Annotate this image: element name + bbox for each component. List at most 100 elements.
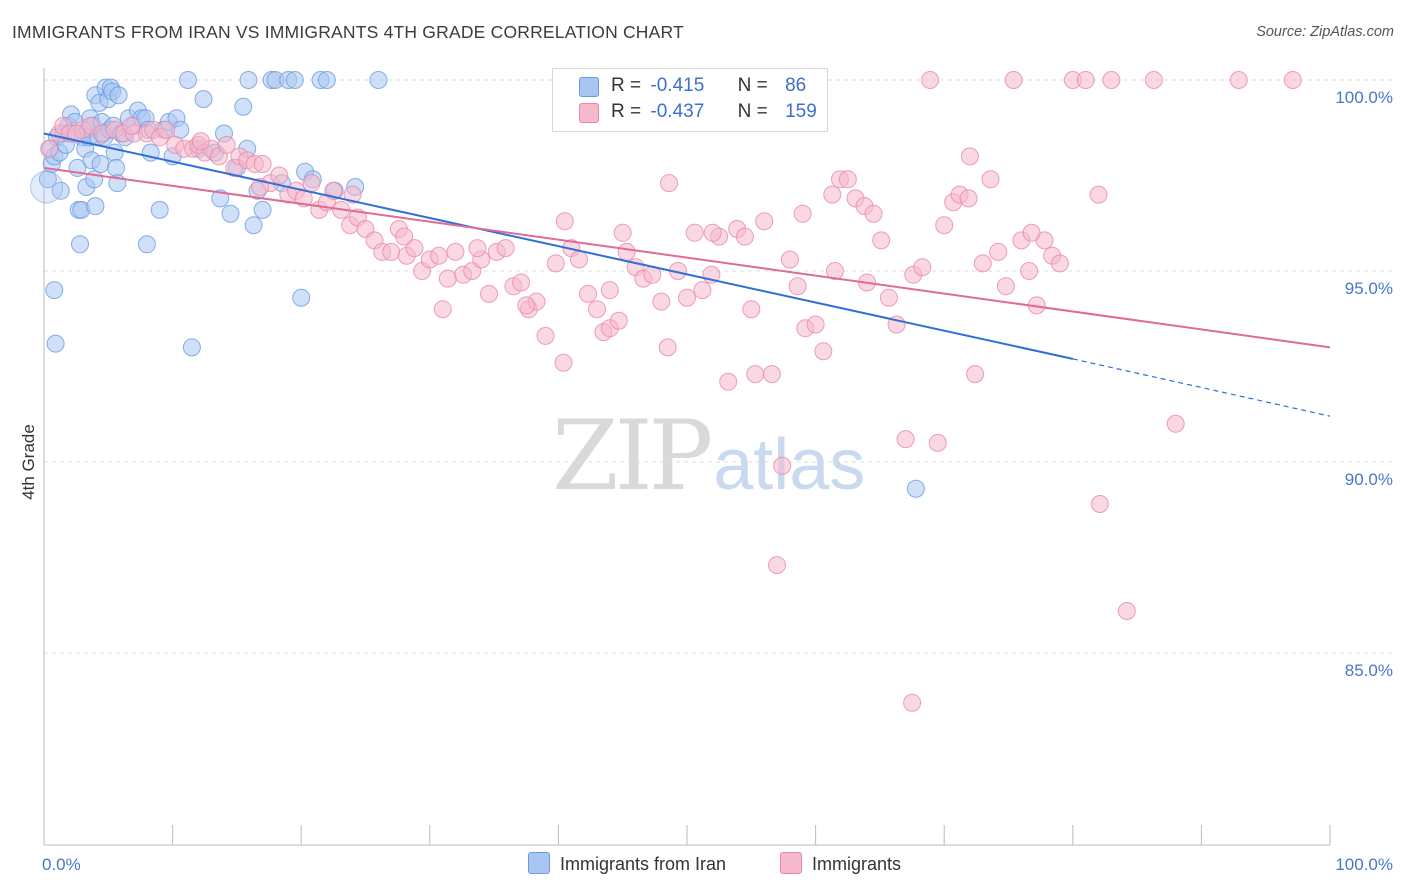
immigrants-point	[617, 242, 636, 261]
iran-point	[234, 97, 253, 116]
iran-point	[211, 189, 230, 208]
immigrants-point	[825, 262, 844, 280]
iran-point	[86, 197, 105, 216]
immigrants-point	[1102, 71, 1121, 89]
immigrants-point	[157, 120, 176, 139]
immigrants-point	[405, 239, 424, 258]
immigrants-point	[872, 231, 891, 250]
immigrants-point	[613, 223, 632, 242]
immigrants-point	[913, 258, 932, 277]
legend-r-label: R =	[611, 101, 642, 122]
immigrants-point	[693, 281, 712, 300]
iran-point	[182, 338, 201, 357]
immigrants-point	[496, 239, 515, 258]
immigrants-point	[382, 242, 401, 261]
series-immigrants-points	[40, 71, 1302, 712]
legend-swatch-immigrants	[579, 103, 599, 123]
iran-point	[221, 204, 240, 223]
chart-title: IMMIGRANTS FROM IRAN VS IMMIGRANTS 4TH G…	[12, 22, 684, 42]
immigrants-point	[864, 204, 883, 223]
source-label: Source: ZipAtlas.com	[1256, 24, 1394, 40]
iran-point	[71, 235, 89, 254]
immigrants-point	[253, 155, 272, 173]
immigrants-point	[1076, 71, 1095, 89]
immigrants-point	[217, 135, 236, 154]
immigrants-point	[600, 281, 619, 300]
immigrants-point	[996, 277, 1015, 296]
iran-point	[109, 86, 128, 105]
immigrants-point	[973, 254, 992, 273]
immigrants-point	[935, 216, 954, 235]
immigrants-point	[660, 174, 678, 193]
axes	[43, 68, 1331, 846]
legend-r-label: R =	[611, 75, 642, 96]
immigrants-point	[773, 456, 792, 475]
immigrants-point	[395, 227, 414, 246]
iran-point	[317, 71, 336, 89]
immigrants-point	[742, 300, 761, 319]
iran-point-large	[30, 170, 64, 204]
immigrants-point	[746, 365, 765, 384]
immigrants-point	[838, 170, 857, 189]
immigrants-point	[570, 250, 588, 269]
immigrants-point	[1020, 262, 1039, 280]
immigrants-point	[609, 311, 628, 330]
immigrants-point	[1144, 71, 1163, 89]
immigrants-point	[768, 556, 786, 575]
immigrants-point	[959, 189, 978, 208]
y-tick-labels: 100.0% 95.0% 90.0% 85.0%	[1335, 88, 1393, 680]
immigrants-point	[579, 284, 597, 303]
iran-point	[45, 281, 64, 300]
legend-r-value-iran: -0.415	[650, 75, 705, 96]
immigrants-point	[658, 338, 677, 357]
iran-point	[369, 71, 388, 89]
immigrants-point	[512, 273, 531, 292]
legend-swatch-iran	[579, 77, 599, 97]
iran-point	[46, 334, 65, 353]
immigrants-point	[814, 342, 833, 361]
immigrants-point	[719, 372, 738, 391]
immigrants-point	[433, 300, 452, 319]
immigrants-point	[896, 430, 915, 449]
immigrants-point	[1117, 602, 1136, 620]
legend-n-label: N =	[737, 75, 768, 96]
immigrants-point	[928, 433, 947, 452]
iran-point	[906, 479, 925, 498]
immigrants-point	[446, 242, 465, 261]
iran-trend-line	[43, 132, 1074, 360]
correlation-legend: R = -0.415 N = 86 R = -0.437 N = 159	[552, 68, 828, 132]
immigrants-point	[780, 250, 799, 269]
y-tick-label: 95.0%	[1345, 279, 1393, 298]
iran-point	[179, 71, 197, 89]
legend-n-value-iran: 86	[785, 75, 807, 96]
bottom-legend-label-immigrants: Immigrants	[812, 854, 902, 874]
immigrants-point	[468, 239, 487, 258]
immigrants-point	[343, 185, 362, 204]
iran-point	[292, 288, 311, 307]
immigrants-point	[879, 288, 898, 307]
immigrants-point	[755, 212, 774, 231]
immigrants-point	[588, 300, 606, 319]
y-tick-label: 100.0%	[1335, 88, 1393, 107]
immigrants-point	[536, 326, 555, 345]
bottom-legend-iran: Immigrants from Iran	[528, 852, 726, 875]
immigrants-point	[191, 132, 210, 151]
immigrants-point	[1229, 71, 1248, 89]
iran-point	[285, 71, 304, 89]
bottom-legend-label-iran: Immigrants from Iran	[560, 854, 727, 874]
immigrants-point	[823, 185, 842, 204]
immigrants-point	[517, 296, 536, 315]
iran-point	[253, 200, 272, 219]
legend-r-value-immigrants: -0.437	[650, 101, 705, 122]
immigrants-point	[703, 223, 722, 242]
iran-point	[150, 200, 169, 219]
immigrants-point	[1166, 414, 1185, 433]
y-tick-label: 90.0%	[1345, 470, 1393, 489]
immigrants-point	[735, 227, 754, 246]
immigrants-point	[989, 242, 1008, 261]
immigrants-point	[1090, 495, 1109, 513]
immigrants-point	[678, 288, 696, 307]
y-axis-title: 4th Grade	[19, 424, 38, 500]
immigrants-point	[685, 223, 704, 242]
iran-point	[51, 181, 70, 200]
